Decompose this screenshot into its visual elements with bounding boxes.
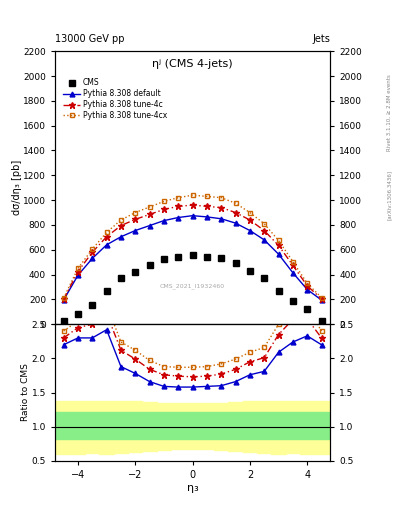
Pythia 8.308 tune-4c: [219, 204, 224, 210]
Pythia 8.308 default: [219, 216, 224, 222]
X-axis label: η₃: η₃: [187, 483, 198, 493]
Pythia 8.308 tune-4cx: [248, 209, 252, 216]
Pythia 8.308 default: [162, 218, 166, 224]
CMS: [176, 253, 181, 260]
Pythia 8.308 tune-4cx: [147, 204, 152, 210]
CMS: [262, 274, 266, 281]
CMS: [104, 288, 109, 294]
Pythia 8.308 tune-4c: [290, 262, 295, 268]
Pythia 8.308 tune-4c: [262, 227, 266, 233]
CMS: [162, 256, 166, 262]
Pythia 8.308 tune-4cx: [133, 209, 138, 216]
Pythia 8.308 default: [233, 220, 238, 226]
CMS: [61, 318, 66, 324]
Text: [arXiv:1306.3436]: [arXiv:1306.3436]: [387, 169, 391, 220]
Legend: CMS, Pythia 8.308 default, Pythia 8.308 tune-4c, Pythia 8.308 tune-4cx: CMS, Pythia 8.308 default, Pythia 8.308 …: [62, 77, 169, 122]
Pythia 8.308 tune-4c: [133, 216, 138, 222]
CMS: [90, 302, 95, 308]
CMS: [233, 261, 238, 267]
Pythia 8.308 tune-4c: [248, 217, 252, 223]
Pythia 8.308 default: [190, 212, 195, 219]
Pythia 8.308 tune-4cx: [305, 280, 310, 286]
CMS: [147, 262, 152, 268]
Text: Rivet 3.1.10, ≥ 2.8M events: Rivet 3.1.10, ≥ 2.8M events: [387, 74, 391, 151]
Pythia 8.308 tune-4cx: [319, 294, 324, 301]
Text: CMS_2021_I1932460: CMS_2021_I1932460: [160, 283, 225, 289]
Pythia 8.308 tune-4cx: [190, 192, 195, 198]
Pythia 8.308 default: [147, 223, 152, 229]
Text: Jets: Jets: [312, 33, 330, 44]
CMS: [190, 252, 195, 259]
Pythia 8.308 tune-4c: [190, 202, 195, 208]
Pythia 8.308 default: [319, 297, 324, 303]
CMS: [119, 274, 123, 281]
Pythia 8.308 tune-4cx: [233, 200, 238, 206]
Pythia 8.308 default: [176, 215, 181, 221]
Pythia 8.308 tune-4c: [319, 296, 324, 302]
Pythia 8.308 default: [61, 297, 66, 303]
Pythia 8.308 tune-4c: [90, 249, 95, 255]
Pythia 8.308 tune-4c: [233, 209, 238, 216]
Pythia 8.308 default: [75, 272, 80, 279]
Pythia 8.308 default: [204, 214, 209, 220]
Pythia 8.308 tune-4cx: [262, 221, 266, 227]
CMS: [290, 298, 295, 304]
Pythia 8.308 tune-4c: [119, 223, 123, 229]
Pythia 8.308 default: [90, 255, 95, 262]
Pythia 8.308 tune-4cx: [104, 229, 109, 236]
Pythia 8.308 default: [290, 270, 295, 276]
Pythia 8.308 tune-4c: [147, 211, 152, 218]
Pythia 8.308 tune-4cx: [219, 195, 224, 201]
Pythia 8.308 tune-4cx: [276, 238, 281, 244]
Text: ηʲ (CMS 4-jets): ηʲ (CMS 4-jets): [152, 59, 233, 70]
CMS: [319, 317, 324, 324]
CMS: [219, 255, 224, 262]
Pythia 8.308 default: [104, 242, 109, 248]
CMS: [133, 268, 138, 274]
Pythia 8.308 tune-4c: [61, 296, 66, 303]
Pythia 8.308 tune-4c: [204, 203, 209, 209]
Pythia 8.308 tune-4c: [75, 268, 80, 274]
CMS: [305, 306, 310, 312]
Pythia 8.308 tune-4cx: [290, 259, 295, 265]
Line: Pythia 8.308 tune-4cx: Pythia 8.308 tune-4cx: [61, 193, 324, 301]
Line: Pythia 8.308 tune-4c: Pythia 8.308 tune-4c: [61, 202, 325, 303]
Pythia 8.308 tune-4cx: [75, 265, 80, 271]
Pythia 8.308 tune-4c: [305, 283, 310, 289]
Pythia 8.308 tune-4cx: [90, 246, 95, 252]
Text: 13000 GeV pp: 13000 GeV pp: [55, 33, 125, 44]
Line: Pythia 8.308 default: Pythia 8.308 default: [61, 213, 324, 303]
Pythia 8.308 tune-4cx: [61, 295, 66, 301]
Pythia 8.308 tune-4c: [104, 233, 109, 240]
Pythia 8.308 default: [248, 227, 252, 233]
Pythia 8.308 default: [262, 237, 266, 243]
Pythia 8.308 tune-4c: [162, 206, 166, 212]
Pythia 8.308 tune-4c: [276, 242, 281, 248]
CMS: [248, 268, 252, 274]
Y-axis label: dσ/dη₃ [pb]: dσ/dη₃ [pb]: [12, 160, 22, 216]
Pythia 8.308 tune-4cx: [162, 198, 166, 204]
Pythia 8.308 default: [305, 286, 310, 292]
Pythia 8.308 tune-4cx: [119, 217, 123, 223]
Pythia 8.308 default: [133, 227, 138, 233]
Y-axis label: Ratio to CMS: Ratio to CMS: [21, 364, 30, 421]
Pythia 8.308 default: [276, 251, 281, 257]
CMS: [204, 253, 209, 260]
Pythia 8.308 tune-4cx: [204, 194, 209, 200]
Pythia 8.308 tune-4cx: [176, 195, 181, 201]
Line: CMS: CMS: [61, 252, 324, 324]
CMS: [276, 288, 281, 294]
Pythia 8.308 tune-4c: [176, 203, 181, 209]
CMS: [75, 311, 80, 317]
Pythia 8.308 default: [119, 233, 123, 240]
